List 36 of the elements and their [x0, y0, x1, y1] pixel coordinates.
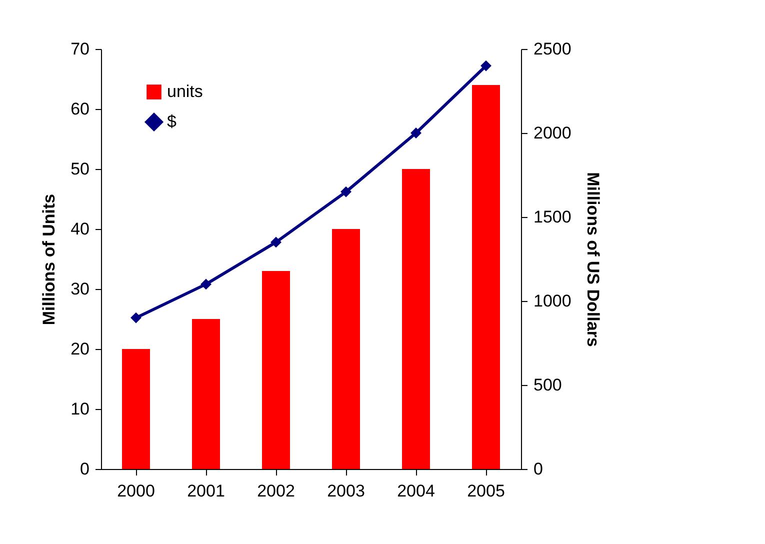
y-tick-label: 60 [70, 100, 90, 118]
x-tick-label: 2003 [327, 482, 365, 500]
y2-tick-label: 2000 [534, 124, 572, 142]
legend-label: $ [167, 112, 177, 131]
x-tick-label: 2000 [117, 482, 155, 500]
y2-axis-title: Millions of US Dollars [583, 172, 602, 347]
point [270, 236, 282, 248]
y-axis-title: Millions of Units [40, 194, 59, 326]
point [130, 312, 142, 324]
y2-tick-label: 500 [534, 376, 562, 394]
y-tick-label: 10 [70, 400, 90, 418]
y-tick-label: 30 [70, 280, 90, 298]
bar [192, 319, 220, 469]
point [340, 186, 352, 198]
y-tick-label: 0 [80, 460, 90, 478]
bar [122, 349, 150, 469]
x-tick-label: 2004 [397, 482, 435, 500]
point [410, 128, 422, 138]
bar [472, 85, 500, 469]
bar [332, 229, 360, 469]
legend-label: units [167, 82, 203, 101]
x-tick-label: 2002 [257, 482, 295, 500]
y-tick-label: 20 [70, 340, 90, 358]
y2-tick-label: 0 [534, 460, 543, 478]
point [200, 278, 212, 290]
y2-tick-label: 2500 [534, 40, 572, 58]
y-tick-label: 70 [70, 40, 90, 58]
x-tick-label: 2005 [467, 482, 505, 500]
y-tick-label: 50 [70, 160, 90, 178]
y-tick-label: 40 [70, 220, 90, 238]
bar [402, 169, 430, 469]
bar [262, 271, 290, 469]
y2-tick-label: 1000 [534, 292, 572, 310]
point [480, 60, 492, 72]
y2-tick-label: 1500 [534, 208, 572, 226]
x-tick-label: 2001 [187, 482, 225, 500]
